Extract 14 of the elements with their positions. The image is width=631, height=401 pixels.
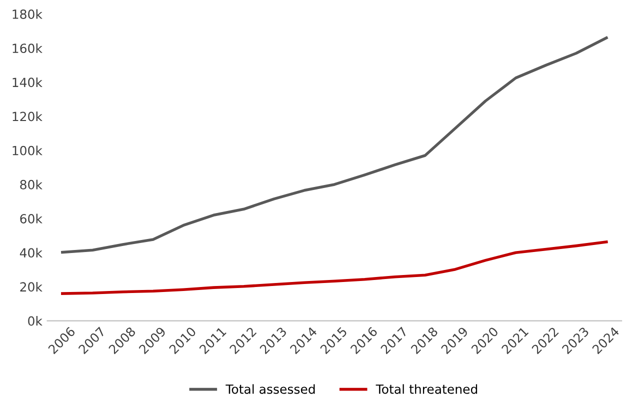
y-tick-label: 40k — [20, 248, 42, 258]
y-tick-label: 100k — [12, 146, 42, 156]
legend-label: Total assessed — [226, 384, 315, 394]
line-series — [61, 240, 608, 295]
y-tick-label: 180k — [12, 9, 42, 19]
y-tick-label: 60k — [20, 214, 42, 224]
y-tick-label: 0k — [28, 316, 42, 326]
y-tick-label: 20k — [20, 282, 42, 292]
line-series — [61, 36, 608, 254]
legend-label: Total threatened — [376, 384, 478, 394]
y-tick-label: 80k — [20, 180, 42, 190]
y-tick-label: 120k — [12, 112, 42, 122]
y-tick-label: 140k — [12, 77, 42, 88]
y-tick-label: 160k — [12, 43, 42, 54]
